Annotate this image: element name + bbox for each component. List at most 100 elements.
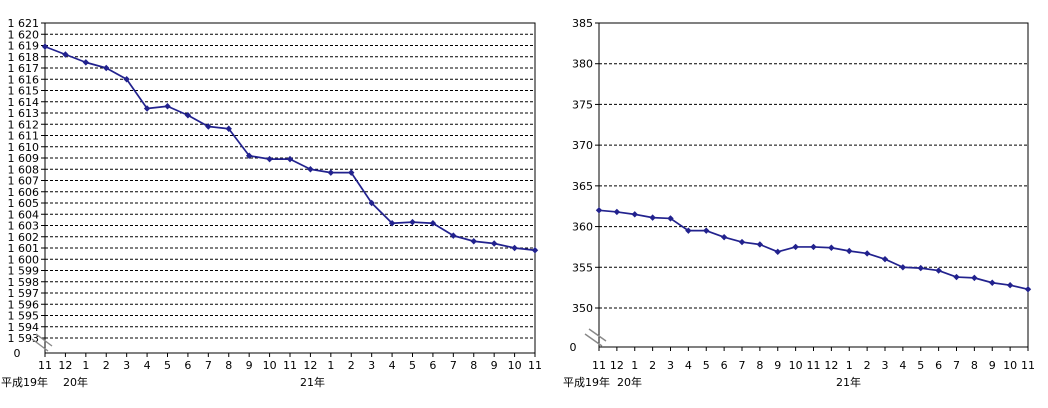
x-tick-label: 6: [721, 359, 728, 372]
x-tick-label: 6: [429, 359, 436, 372]
data-point-marker: [409, 218, 416, 226]
plot-border: [598, 22, 1029, 348]
x-tick-label: 8: [971, 359, 978, 372]
data-point-marker: [388, 220, 396, 227]
x-tick-label: 4: [144, 359, 151, 372]
data-point-marker: [82, 59, 90, 66]
y-tick-label: 1 608: [8, 163, 40, 176]
y-tick-label: 1 620: [8, 28, 40, 41]
y-tick-label: 1 612: [8, 118, 40, 131]
data-point-marker: [348, 169, 355, 176]
data-point-marker: [828, 244, 835, 251]
x-tick-label: 5: [917, 359, 924, 372]
era-label: 平成19年: [1, 375, 48, 389]
x-tick-label: 11: [807, 359, 821, 372]
y-tick-label: 385: [572, 17, 593, 30]
x-tick-label: 10: [789, 359, 803, 372]
data-point-marker: [595, 207, 603, 214]
data-point-marker: [490, 240, 498, 247]
era-label: 20年: [63, 375, 88, 389]
x-tick-label: 3: [368, 359, 375, 372]
y-tick-label: 1 611: [8, 130, 40, 143]
x-tick-label: 2: [103, 359, 110, 372]
x-tick-label: 8: [225, 359, 232, 372]
y-tick-label: 1 596: [8, 298, 40, 311]
data-point-marker: [649, 214, 656, 221]
data-point-marker: [41, 43, 49, 50]
era-label: 平成19年: [563, 375, 610, 389]
data-point-marker: [756, 241, 764, 248]
data-point-marker: [327, 169, 335, 176]
x-tick-label: 1: [846, 359, 853, 372]
x-tick-label: 9: [246, 359, 253, 372]
data-point-marker: [971, 274, 978, 282]
x-tick-label: 12: [303, 359, 317, 372]
data-point-marker: [810, 243, 817, 251]
data-point-marker: [792, 243, 799, 251]
x-tick-label: 5: [703, 359, 710, 372]
x-tick-label: 12: [610, 359, 624, 372]
x-tick-label: 12: [824, 359, 838, 372]
data-point-marker: [863, 250, 871, 257]
y-tick-label: 1 601: [8, 242, 40, 255]
y-tick-label: 350: [572, 302, 593, 315]
y-tick-label: 360: [572, 221, 593, 234]
x-tick-label: 11: [38, 359, 52, 372]
x-tick-label: 8: [756, 359, 763, 372]
x-tick-label: 8: [470, 359, 477, 372]
y-zero-label: 0: [14, 347, 21, 360]
y-tick-label: 1 619: [8, 40, 40, 53]
axis-break-icon: [35, 333, 53, 347]
y-tick-label: 1 599: [8, 265, 40, 278]
data-point-marker: [774, 248, 781, 256]
data-point-marker: [286, 155, 294, 163]
y-tick-label: 375: [572, 98, 593, 111]
x-tick-label: 10: [263, 359, 277, 372]
x-tick-label: 6: [935, 359, 942, 372]
y-tick-label: 1 616: [8, 73, 40, 86]
x-tick-label: 3: [882, 359, 889, 372]
data-point-marker: [123, 76, 130, 83]
data-point-marker: [307, 166, 314, 173]
x-tick-label: 11: [592, 359, 606, 372]
y-tick-label: 1 607: [8, 175, 40, 188]
data-point-marker: [450, 232, 457, 239]
data-point-marker: [613, 208, 621, 216]
y-tick-label: 1 613: [8, 107, 40, 120]
data-point-marker: [881, 255, 889, 263]
y-tick-label: 1 605: [8, 197, 40, 210]
x-tick-label: 1: [82, 359, 89, 372]
y-tick-label: 1 598: [8, 276, 40, 289]
axis-break-icon: [31, 338, 49, 352]
y-tick-label: 1 610: [8, 141, 40, 154]
x-tick-label: 7: [450, 359, 457, 372]
era-label: 21年: [300, 375, 325, 389]
y-tick-label: 1 615: [8, 85, 40, 98]
x-tick-label: 1: [631, 359, 638, 372]
x-tick-label: 9: [989, 359, 996, 372]
x-tick-label: 7: [953, 359, 960, 372]
y-tick-label: 1 603: [8, 220, 40, 233]
plot-border: [44, 22, 536, 354]
x-tick-label: 3: [667, 359, 674, 372]
x-tick-label: 11: [1021, 359, 1035, 372]
y-tick-label: 1 618: [8, 51, 40, 64]
x-tick-label: 11: [528, 359, 542, 372]
x-tick-label: 6: [184, 359, 191, 372]
y-tick-label: 1 614: [8, 96, 40, 109]
y-tick-label: 1 604: [8, 208, 40, 221]
axis-break-icon: [584, 333, 603, 347]
y-tick-label: 1 606: [8, 186, 40, 199]
x-tick-label: 4: [685, 359, 692, 372]
data-point-marker: [266, 155, 273, 163]
y-tick-label: 380: [572, 58, 593, 71]
x-tick-label: 12: [58, 359, 72, 372]
x-tick-label: 3: [123, 359, 130, 372]
data-point-marker: [511, 244, 518, 252]
y-zero-label: 0: [570, 341, 577, 354]
data-point-marker: [846, 247, 853, 255]
